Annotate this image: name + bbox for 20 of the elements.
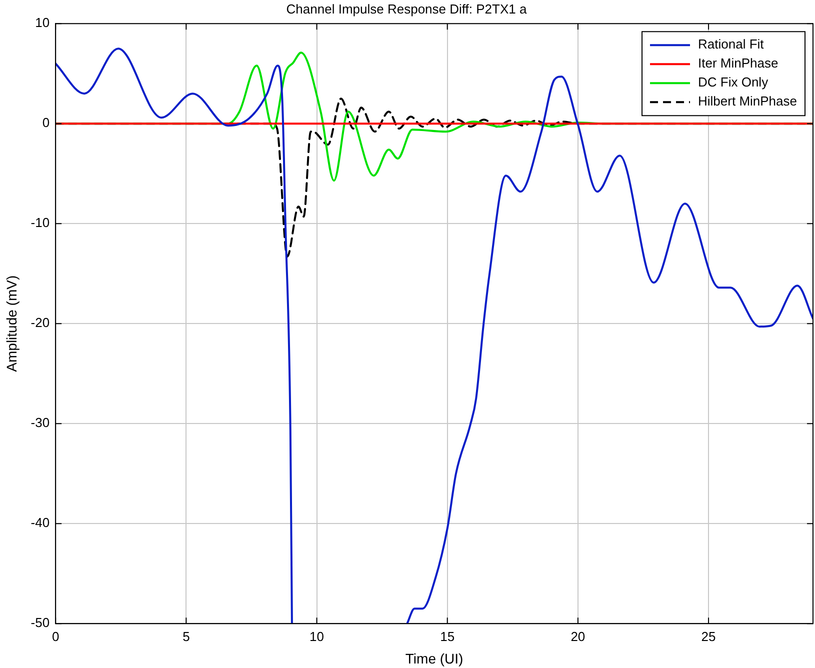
y-tick-label: 0 xyxy=(42,115,50,130)
x-tick-label: 5 xyxy=(182,628,190,644)
x-tick-label: 15 xyxy=(440,628,455,644)
x-tick-label: 25 xyxy=(701,628,716,644)
y-tick-label: -20 xyxy=(30,315,50,330)
y-tick-label: -10 xyxy=(30,215,50,230)
legend-label: Iter MinPhase xyxy=(698,56,778,71)
x-tick-label: 0 xyxy=(52,628,60,644)
x-tick-label: 20 xyxy=(570,628,586,644)
x-tick-label: 10 xyxy=(310,628,324,644)
y-tick-label: -50 xyxy=(30,615,50,630)
y-tick-label: 10 xyxy=(35,15,50,30)
legend-label: Rational Fit xyxy=(698,36,764,52)
legend-label: Hilbert MinPhase xyxy=(698,94,798,109)
y-tick-label: -40 xyxy=(30,515,50,530)
y-axis-title: Amplitude (mV) xyxy=(3,275,20,372)
x-axis-title: Time (UI) xyxy=(405,650,464,666)
y-tick-label: -30 xyxy=(30,415,50,430)
legend-label: DC Fix Only xyxy=(698,74,769,90)
chart-title: Channel Impulse Response Diff: P2TX1 a xyxy=(286,1,528,16)
